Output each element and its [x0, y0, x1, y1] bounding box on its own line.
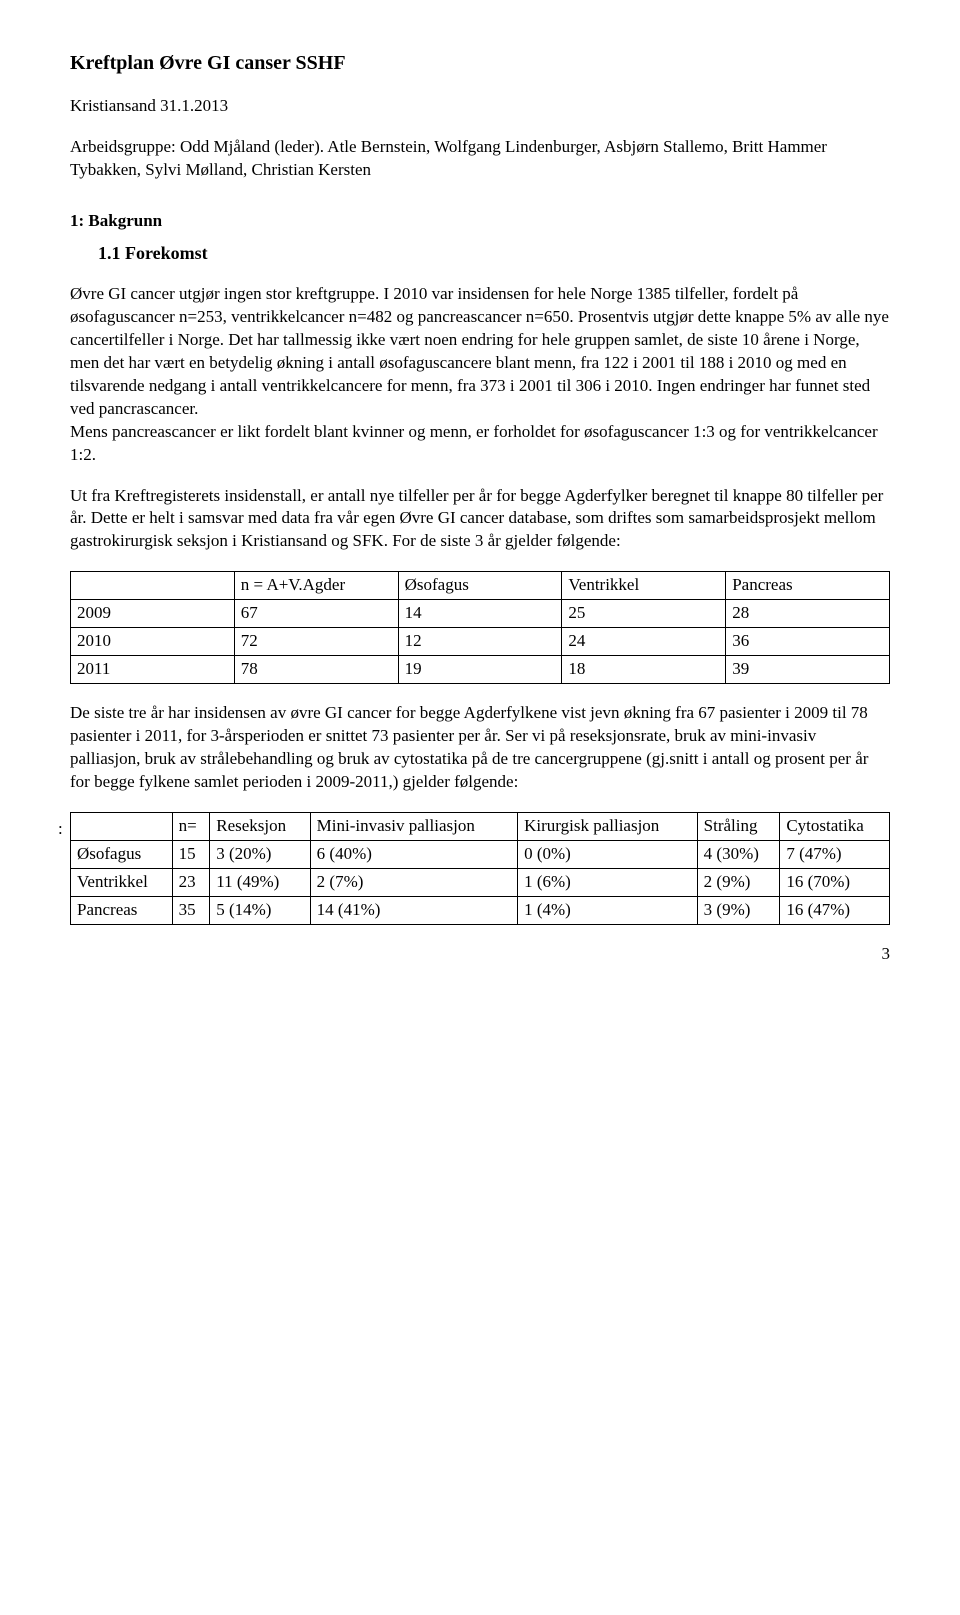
table-cell: Pancreas [726, 572, 890, 600]
table-cell: 0 (0%) [518, 840, 698, 868]
table-cell [71, 812, 173, 840]
paragraph: Øvre GI cancer utgjør ingen stor kreftgr… [70, 283, 890, 467]
table-cell: 72 [234, 628, 398, 656]
table-cell: 2009 [71, 600, 235, 628]
table-cell: 28 [726, 600, 890, 628]
table-cell: Pancreas [71, 896, 173, 924]
table-cell: 35 [172, 896, 210, 924]
table-cell: Øsofagus [398, 572, 562, 600]
table-cell: 3 (9%) [697, 896, 780, 924]
table-cell: 78 [234, 656, 398, 684]
table-cell: 24 [562, 628, 726, 656]
authors-line: Arbeidsgruppe: Odd Mjåland (leder). Atle… [70, 136, 890, 182]
table-cell: Stråling [697, 812, 780, 840]
table-cell: 11 (49%) [210, 868, 310, 896]
table-cell: 3 (20%) [210, 840, 310, 868]
table-cell: 6 (40%) [310, 840, 517, 868]
table-cell: 2 (9%) [697, 868, 780, 896]
page-number: 3 [70, 943, 890, 966]
table-cell: 16 (47%) [780, 896, 890, 924]
table-row: 2011 78 19 18 39 [71, 656, 890, 684]
table-row: Pancreas 35 5 (14%) 14 (41%) 1 (4%) 3 (9… [71, 896, 890, 924]
table-cell: 18 [562, 656, 726, 684]
paragraph-text: Mens pancreascancer er likt fordelt blan… [70, 422, 878, 464]
chapter-heading: 1: Bakgrunn [70, 210, 890, 233]
page-title: Kreftplan Øvre GI canser SSHF [70, 50, 890, 77]
table-cell: 4 (30%) [697, 840, 780, 868]
table-row: n = A+V.Agder Øsofagus Ventrikkel Pancre… [71, 572, 890, 600]
table-cell: 7 (47%) [780, 840, 890, 868]
table-cell [71, 572, 235, 600]
date-line: Kristiansand 31.1.2013 [70, 95, 890, 118]
table-row: n= Reseksjon Mini-invasiv palliasjon Kir… [71, 812, 890, 840]
table-cell: Mini-invasiv palliasjon [310, 812, 517, 840]
table-row: Ventrikkel 23 11 (49%) 2 (7%) 1 (6%) 2 (… [71, 868, 890, 896]
table-cell: 15 [172, 840, 210, 868]
table-cell: Øsofagus [71, 840, 173, 868]
table-cell: 12 [398, 628, 562, 656]
table-cell: Reseksjon [210, 812, 310, 840]
table-cell: Ventrikkel [71, 868, 173, 896]
table-cell: 25 [562, 600, 726, 628]
colon-mark: : [58, 818, 63, 841]
table-cell: 14 (41%) [310, 896, 517, 924]
table-cell: 2011 [71, 656, 235, 684]
table-cell: Kirurgisk palliasjon [518, 812, 698, 840]
table-cell: 5 (14%) [210, 896, 310, 924]
table-cell: 23 [172, 868, 210, 896]
table-row: 2009 67 14 25 28 [71, 600, 890, 628]
section-heading: 1.1 Forekomst [98, 241, 890, 265]
table-cell: n = A+V.Agder [234, 572, 398, 600]
table-cell: 67 [234, 600, 398, 628]
treatment-table: n= Reseksjon Mini-invasiv palliasjon Kir… [70, 812, 890, 925]
table-cell: 39 [726, 656, 890, 684]
table-cell: 19 [398, 656, 562, 684]
table-cell: 1 (4%) [518, 896, 698, 924]
table-cell: 16 (70%) [780, 868, 890, 896]
table-cell: Ventrikkel [562, 572, 726, 600]
table-cell: n= [172, 812, 210, 840]
table-cell: 14 [398, 600, 562, 628]
paragraph: De siste tre år har insidensen av øvre G… [70, 702, 890, 794]
table-cell: 2 (7%) [310, 868, 517, 896]
table-cell: Cytostatika [780, 812, 890, 840]
table-row: 2010 72 12 24 36 [71, 628, 890, 656]
paragraph-text: Øvre GI cancer utgjør ingen stor kreftgr… [70, 284, 889, 418]
table-row: Øsofagus 15 3 (20%) 6 (40%) 0 (0%) 4 (30… [71, 840, 890, 868]
table-cell: 2010 [71, 628, 235, 656]
table-cell: 36 [726, 628, 890, 656]
incidence-table: n = A+V.Agder Øsofagus Ventrikkel Pancre… [70, 571, 890, 684]
paragraph: Ut fra Kreftregisterets insidenstall, er… [70, 485, 890, 554]
table-cell: 1 (6%) [518, 868, 698, 896]
